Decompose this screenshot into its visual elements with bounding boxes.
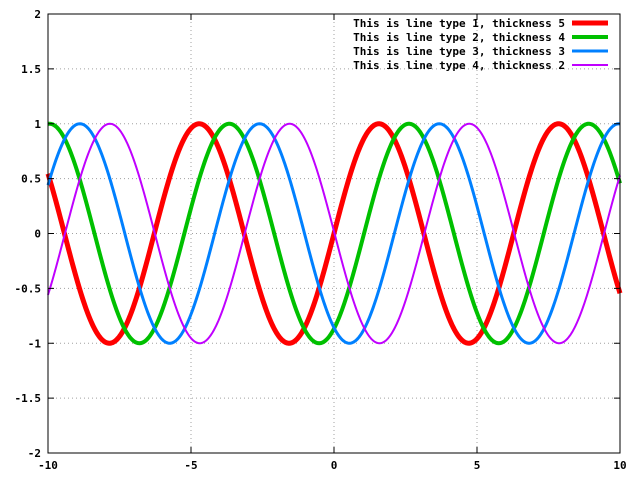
x-tick-label: 0 xyxy=(331,459,338,472)
series-line-3 xyxy=(46,122,621,345)
x-tick-labels: -10 -5 0 5 10 xyxy=(38,459,627,472)
y-tick-label: 0 xyxy=(34,228,41,241)
tick-marks xyxy=(47,13,621,454)
legend-label-1: This is line type 1, thickness 5 xyxy=(353,17,565,30)
legend-label-3: This is line type 3, thickness 3 xyxy=(353,45,565,58)
y-tick-label: 2 xyxy=(34,8,41,21)
x-tick-label: -10 xyxy=(38,459,58,472)
x-tick-label: 5 xyxy=(474,459,481,472)
x-tick-label: -5 xyxy=(184,459,197,472)
y-tick-label: 1 xyxy=(34,118,41,131)
legend-label-4: This is line type 4, thickness 2 xyxy=(353,59,565,72)
y-tick-label: -0.5 xyxy=(15,282,42,295)
series-group xyxy=(45,121,623,346)
y-tick-label: 1.5 xyxy=(21,63,41,76)
legend-label-2: This is line type 2, thickness 4 xyxy=(353,31,565,44)
y-tick-label: -1 xyxy=(28,337,42,350)
series-line-4 xyxy=(47,122,621,345)
y-tick-label: 0.5 xyxy=(21,173,41,186)
y-tick-label: -2 xyxy=(28,447,41,460)
y-tick-labels: -2 -1.5 -1 -0.5 0 0.5 1 1.5 2 xyxy=(15,8,42,460)
x-tick-label: 10 xyxy=(613,459,626,472)
y-tick-label: -1.5 xyxy=(15,392,42,405)
